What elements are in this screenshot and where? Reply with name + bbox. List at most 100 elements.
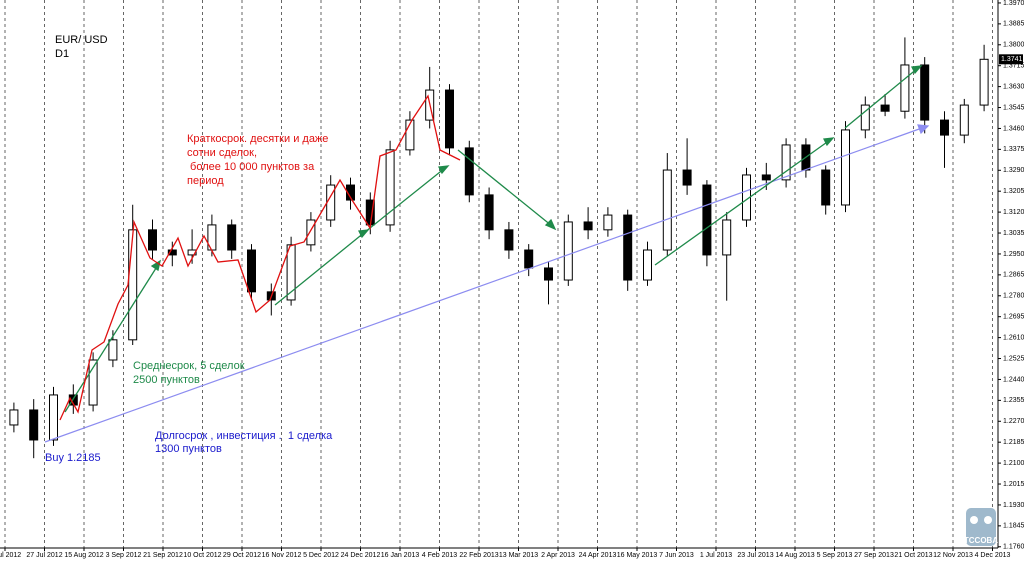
note-line: период [187, 175, 224, 187]
y-tick-label: 1.1845 [1003, 523, 1024, 530]
candle-body [880, 104, 890, 112]
note-line: Долгосрок , инвестиция . 1 сделка [155, 430, 333, 442]
note-line: более 10 000 пунктов за [187, 161, 315, 173]
y-tick-label: 1.1930 [1003, 502, 1024, 509]
y-tick-label: 1.3120 [1003, 209, 1024, 216]
x-tick-label: 24 Dec 2012 [341, 552, 381, 559]
candle-body [227, 224, 237, 251]
candle-body [920, 64, 930, 121]
candle-body [761, 174, 771, 181]
candle-body [247, 249, 256, 293]
y-tick-label: 1.3800 [1003, 42, 1024, 49]
candle-body [662, 169, 672, 251]
x-tick-label: 5 Sep 2013 [817, 552, 853, 559]
note-line: сотни сделок, [187, 147, 257, 159]
x-tick-label: 2 Apr 2013 [541, 552, 575, 559]
candle-body [603, 214, 613, 231]
y-tick-label: 1.3375 [1003, 146, 1024, 153]
x-tick-label: 21 Oct 2013 [894, 552, 932, 559]
y-tick-label: 1.3460 [1003, 125, 1024, 132]
candle-body [623, 214, 633, 281]
grid-layer [4, 0, 993, 548]
candle-body [544, 267, 553, 281]
y-tick-label: 1.2270 [1003, 418, 1024, 425]
x-tick-label: 7 Jun 2013 [659, 552, 694, 559]
timeframe: D1 [55, 48, 69, 60]
short-term-note: Краткосрок. десятки и даже сотни сделок,… [187, 133, 328, 187]
candle-body [504, 229, 514, 251]
x-tick-label: 14 Aug 2013 [775, 552, 814, 559]
candle-body [187, 249, 197, 256]
x-tick-label: 4 Dec 2013 [975, 552, 1011, 559]
medium-term-note: Среднесрок, 5 сделок 2500 пунктов [133, 360, 245, 386]
x-tick-label: 9 Jul 2012 [0, 552, 21, 559]
candle-body [643, 249, 652, 281]
candle-body [702, 184, 712, 256]
medium-term-arrows [64, 65, 923, 413]
y-tick-label: 1.2780 [1003, 293, 1024, 300]
chart-title: EUR/ USD [55, 34, 108, 46]
x-tick-label: 13 Mar 2013 [499, 552, 538, 559]
y-tick-label: 1.2185 [1003, 439, 1024, 446]
x-tick-label: 15 Aug 2012 [64, 552, 103, 559]
y-tick-label: 1.3205 [1003, 188, 1024, 195]
candle-body [9, 409, 19, 426]
note-line: Среднесрок, 5 сделок [133, 360, 245, 372]
x-tick-label: 4 Feb 2013 [422, 552, 458, 559]
y-tick-label: 1.2610 [1003, 334, 1024, 341]
y-tick-label: 1.2695 [1003, 314, 1024, 321]
candle-body [49, 394, 58, 441]
x-tick-label: 12 Nov 2013 [933, 552, 973, 559]
x-tick-label: 22 Feb 2013 [459, 552, 498, 559]
y-tick-label: 1.3545 [1003, 104, 1024, 111]
candle-body [286, 244, 296, 301]
y-tick-label: 1.3290 [1003, 167, 1024, 174]
y-tick-label: 1.2440 [1003, 376, 1024, 383]
candle-body [167, 249, 177, 256]
candle-body [445, 89, 454, 149]
candle-body [385, 149, 395, 226]
candle-body [405, 119, 415, 151]
candle-body [959, 104, 969, 136]
y-tick-label: 1.1760 [1003, 544, 1024, 551]
candle-body [29, 409, 39, 441]
x-tick-label: 24 Apr 2013 [579, 552, 617, 559]
x-tick-label: 27 Jul 2012 [26, 552, 62, 559]
y-tick-label: 1.3970 [1003, 0, 1024, 7]
note-line: Краткосрок. десятки и даже [187, 133, 328, 145]
candle-body [940, 119, 949, 136]
last-price-box [999, 54, 1023, 65]
x-tick-label: 3 Sep 2012 [106, 552, 142, 559]
y-tick-label: 1.3885 [1003, 21, 1024, 28]
x-tick-label: 16 Jan 2013 [381, 552, 420, 559]
y-tick-label: 1.2355 [1003, 397, 1024, 404]
logo-text: TCCOBA [964, 536, 998, 545]
candles-layer [9, 37, 989, 459]
candle-body [148, 229, 157, 251]
candle-body [346, 184, 355, 201]
candle-body [563, 221, 573, 281]
candle-body [88, 359, 98, 406]
x-tick-label: 27 Sep 2013 [854, 552, 894, 559]
y-tick-label: 1.2015 [1003, 481, 1024, 488]
x-tick-label: 10 Oct 2012 [183, 552, 221, 559]
y-tick-label: 1.3715 [1003, 63, 1024, 70]
y-tick-label: 1.2100 [1003, 460, 1024, 467]
candle-body [979, 58, 989, 106]
candle-body [900, 64, 910, 112]
x-tick-label: 16 May 2013 [617, 552, 658, 559]
logo: TCCOBA [964, 508, 998, 546]
logo-eye [970, 516, 978, 524]
candle-body [108, 339, 118, 361]
y-tick-label: 1.2525 [1003, 355, 1024, 362]
candle-body [682, 169, 692, 186]
candle-body [524, 249, 534, 269]
x-tick-label: 5 Dec 2012 [303, 552, 339, 559]
note-line: 1300 пунктов [155, 443, 222, 455]
x-tick-label: 16 Nov 2012 [262, 552, 302, 559]
last-price-label: 1.3741 [1001, 56, 1023, 63]
candle-body [821, 169, 831, 206]
candle-body [583, 221, 593, 231]
